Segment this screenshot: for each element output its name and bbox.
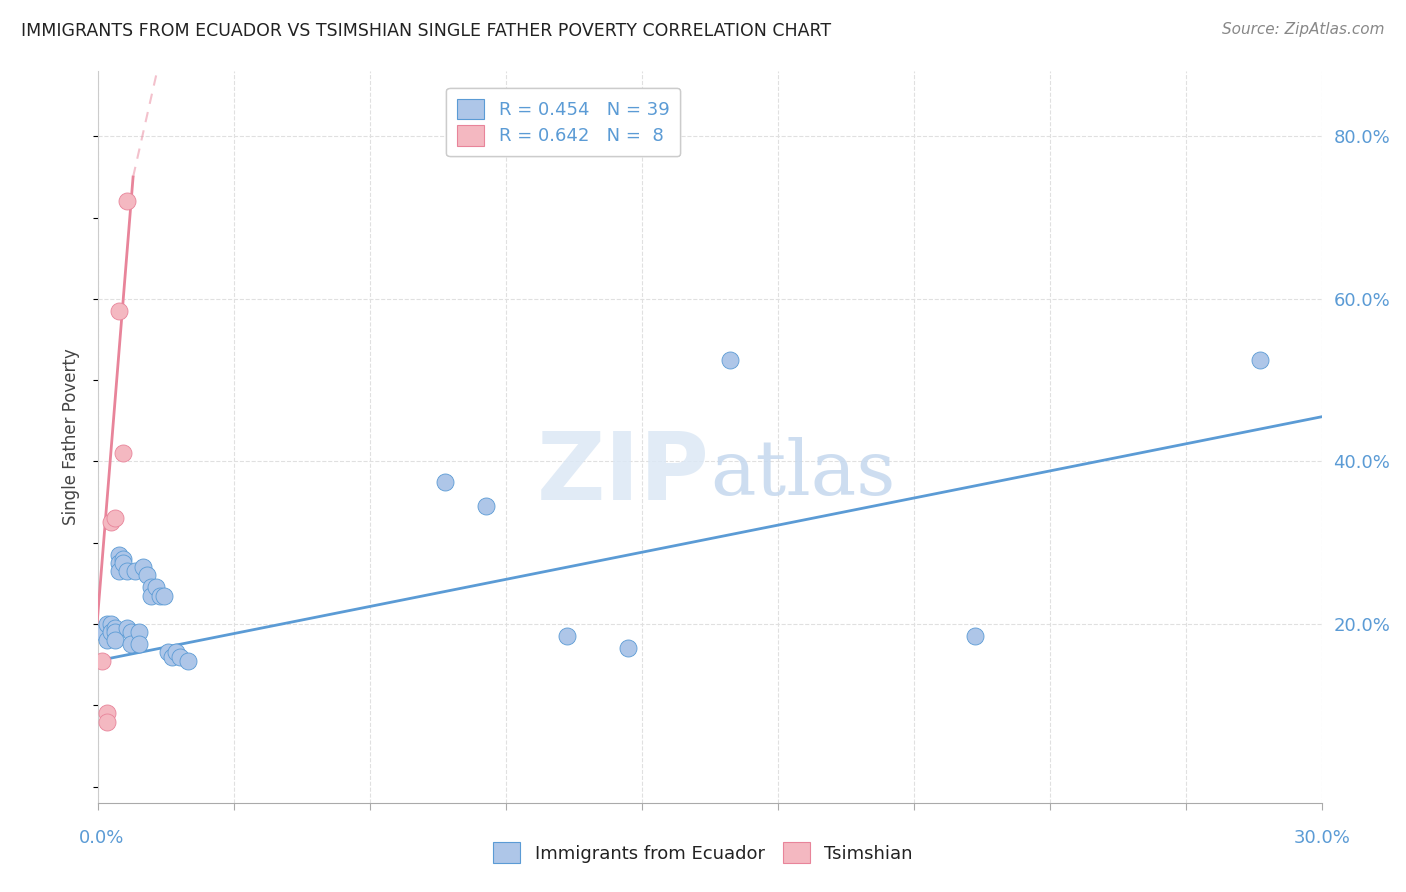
Point [100, 625, 122, 640]
Point [149, 589, 172, 603]
Point [128, 637, 150, 651]
Point [111, 446, 134, 460]
Point [104, 511, 127, 525]
Text: ZIP: ZIP [537, 427, 710, 520]
Point [96, 617, 118, 632]
Point [96, 633, 118, 648]
Text: 30.0%: 30.0% [1294, 829, 1350, 847]
Point [115, 564, 138, 578]
Point [100, 516, 122, 530]
Text: Source: ZipAtlas.com: Source: ZipAtlas.com [1222, 22, 1385, 37]
Text: 0.0%: 0.0% [79, 829, 124, 847]
Point [115, 194, 138, 209]
Point [100, 617, 122, 632]
Point [104, 633, 127, 648]
Point [91, 625, 114, 640]
Point [474, 499, 498, 513]
Point [132, 560, 155, 574]
Point [617, 641, 640, 656]
Text: IMMIGRANTS FROM ECUADOR VS TSIMSHIAN SINGLE FATHER POVERTY CORRELATION CHART: IMMIGRANTS FROM ECUADOR VS TSIMSHIAN SIN… [21, 22, 831, 40]
Point [128, 625, 150, 640]
Point [120, 625, 142, 640]
Point [136, 568, 159, 582]
Point [96, 714, 118, 729]
Point [141, 581, 163, 595]
Point [108, 564, 131, 578]
Point [1249, 352, 1271, 367]
Point [557, 629, 579, 643]
Point [141, 589, 163, 603]
Point [152, 589, 174, 603]
Legend: Immigrants from Ecuador, Tsimshian: Immigrants from Ecuador, Tsimshian [482, 831, 924, 874]
Point [124, 564, 146, 578]
Point [156, 645, 179, 659]
Point [115, 621, 138, 635]
Point [177, 654, 200, 668]
Point [104, 621, 127, 635]
Point [145, 581, 167, 595]
Point [108, 304, 131, 318]
Point [111, 556, 134, 570]
Text: atlas: atlas [710, 437, 896, 510]
Point [96, 706, 118, 721]
Point [91, 654, 114, 668]
Point [720, 352, 742, 367]
Point [169, 649, 191, 664]
Point [108, 548, 131, 562]
Point [165, 645, 187, 659]
Point [104, 625, 127, 640]
Point [108, 556, 131, 570]
Point [111, 552, 134, 566]
Point [120, 637, 142, 651]
Legend: R = 0.454   N = 39, R = 0.642   N =  8: R = 0.454 N = 39, R = 0.642 N = 8 [446, 87, 681, 156]
Point [434, 475, 457, 489]
Y-axis label: Single Father Poverty: Single Father Poverty [62, 349, 80, 525]
Point [160, 649, 183, 664]
Point [965, 629, 987, 643]
